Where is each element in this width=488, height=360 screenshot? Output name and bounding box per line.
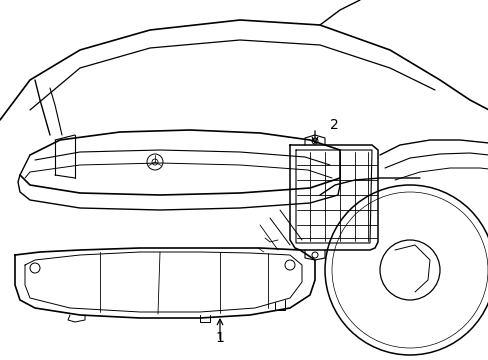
- Text: 1: 1: [215, 331, 224, 345]
- Text: 2: 2: [329, 118, 338, 132]
